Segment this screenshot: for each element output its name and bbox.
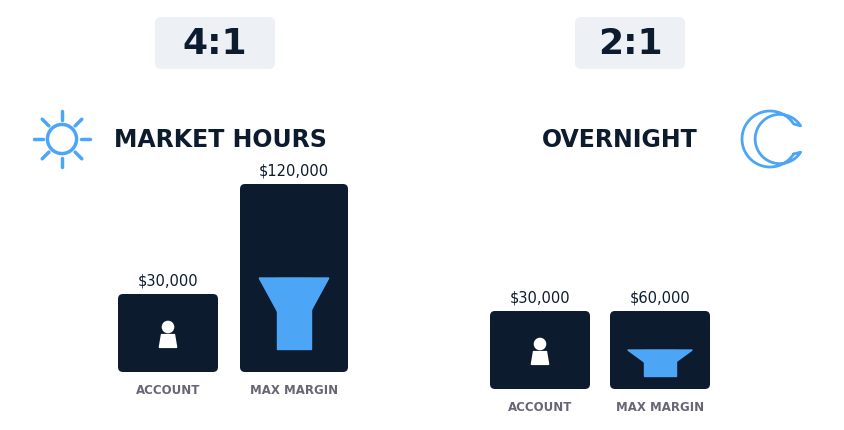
Polygon shape [531,352,548,365]
Text: $60,000: $60,000 [629,290,690,305]
Text: MARKET HOURS: MARKET HOURS [113,128,326,152]
Text: MAX MARGIN: MAX MARGIN [615,401,703,414]
Text: ACCOUNT: ACCOUNT [136,384,200,396]
Text: $30,000: $30,000 [509,290,570,305]
Text: 4:1: 4:1 [182,27,247,61]
Polygon shape [259,278,328,342]
FancyBboxPatch shape [574,18,684,70]
FancyBboxPatch shape [240,184,348,372]
Text: $30,000: $30,000 [138,273,198,288]
Circle shape [162,322,173,333]
Text: MAX MARGIN: MAX MARGIN [250,384,338,396]
Text: OVERNIGHT: OVERNIGHT [542,128,697,152]
Polygon shape [627,350,691,374]
FancyBboxPatch shape [609,311,709,389]
FancyBboxPatch shape [490,311,589,389]
Text: 2:1: 2:1 [597,27,662,61]
Polygon shape [277,278,311,349]
Polygon shape [160,335,176,347]
Polygon shape [644,350,675,376]
Circle shape [533,338,545,350]
FancyBboxPatch shape [118,294,218,372]
Text: ACCOUNT: ACCOUNT [507,401,571,414]
Text: $120,000: $120,000 [258,163,328,178]
FancyBboxPatch shape [154,18,274,70]
